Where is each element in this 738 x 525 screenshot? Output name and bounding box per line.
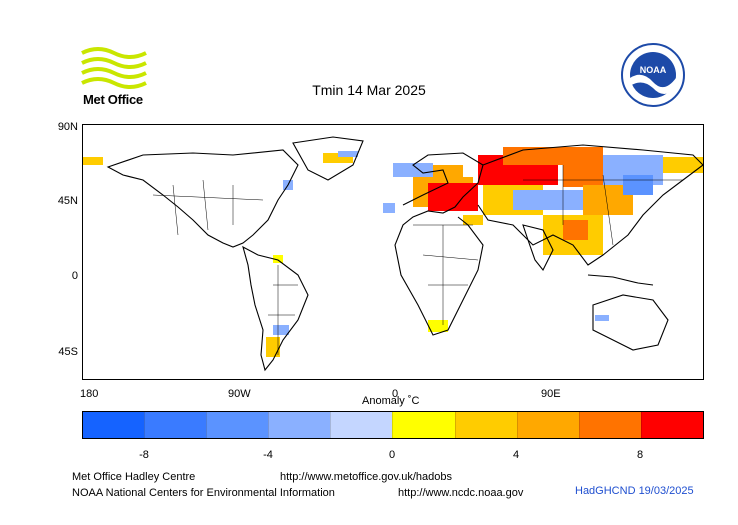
colorbar-tick-label: 4 xyxy=(512,449,520,461)
footer-org-noaa: NOAA National Centers for Environmental … xyxy=(72,487,335,499)
world-map xyxy=(82,124,704,380)
colorbar-swatch xyxy=(268,412,331,438)
map-title: Tmin 14 Mar 2025 xyxy=(312,82,426,98)
lat-tick-label: 90N xyxy=(57,121,78,133)
colorbar-swatch xyxy=(392,412,455,438)
anomaly-patches xyxy=(83,147,703,357)
colorbar-swatch xyxy=(330,412,393,438)
met-office-logo-icon xyxy=(81,47,147,89)
colorbar-swatch xyxy=(83,412,145,438)
colorbar-tick-label: 8 xyxy=(636,449,644,461)
colorbar-swatch xyxy=(206,412,269,438)
map-canvas xyxy=(83,136,703,372)
colorbar-swatch xyxy=(454,412,517,438)
lon-tick-label: 90E xyxy=(541,388,561,400)
colorbar xyxy=(82,411,704,439)
lon-tick-label: 0 xyxy=(392,388,399,400)
colorbar-title: Anomaly ˚C xyxy=(362,395,420,407)
lat-tick-label: 45S xyxy=(58,346,78,358)
met-office-logo-text: Met Office xyxy=(83,92,143,107)
noaa-logo-text: NOAA xyxy=(640,65,667,75)
footer-url-noaa[interactable]: http://www.ncdc.noaa.gov xyxy=(398,487,524,499)
colorbar-swatch xyxy=(578,412,641,438)
coastlines xyxy=(106,136,703,372)
lon-tick-label: 180 xyxy=(80,388,99,400)
colorbar-swatch xyxy=(144,412,207,438)
dataset-label: HadGHCND 19/03/2025 xyxy=(575,485,694,497)
noaa-logo-icon: NOAA xyxy=(621,43,685,107)
colorbar-tick-label: 0 xyxy=(388,449,396,461)
footer-url-metoffice[interactable]: http://www.metoffice.gov.uk/hadobs xyxy=(280,471,453,483)
colorbar-swatch xyxy=(640,412,703,438)
country-borders xyxy=(152,165,683,355)
lat-tick-label: 0 xyxy=(71,270,78,282)
colorbar-tick-label: -4 xyxy=(263,449,273,461)
colorbar-tick-label: -8 xyxy=(139,449,149,461)
footer-org-metoffice: Met Office Hadley Centre xyxy=(72,471,196,483)
lat-tick-label: 45N xyxy=(57,195,78,207)
colorbar-swatch xyxy=(516,412,579,438)
lon-tick-label: 90W xyxy=(228,388,251,400)
